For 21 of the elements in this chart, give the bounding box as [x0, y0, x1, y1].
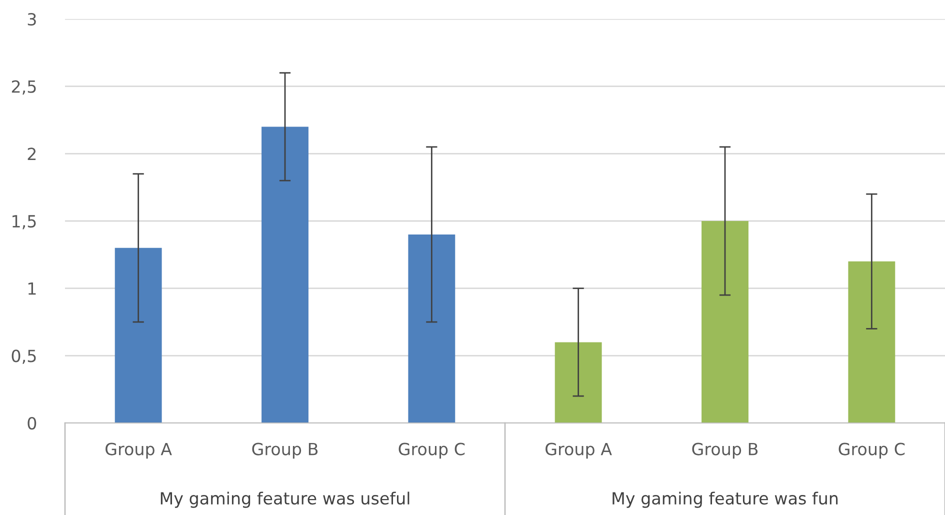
y-tick-label: 2: [28, 148, 36, 160]
bar: [554, 342, 602, 423]
y-tick-label: 0: [28, 416, 36, 430]
bar: [848, 261, 896, 423]
bar: [262, 126, 308, 423]
bar: [114, 248, 162, 423]
y-tick-label: 1,5: [12, 215, 36, 230]
y-tick-label: 2,5: [12, 80, 36, 95]
x-tick-label: Group B: [692, 442, 758, 459]
x-tick-label: Group B: [252, 442, 318, 459]
x-tick-label: Group A: [106, 442, 172, 459]
y-tick-label: 0,5: [12, 350, 36, 364]
x-tick-label: Group C: [398, 442, 465, 459]
x-tick-label: Group C: [838, 442, 905, 459]
x-tick-label: Group A: [546, 442, 612, 459]
bar: [408, 234, 456, 423]
text: My gaming feature was fun: [612, 492, 838, 508]
bar: [702, 221, 748, 423]
y-tick-label: 3: [28, 12, 36, 26]
text: My gaming feature was useful: [160, 492, 410, 508]
y-tick-label: 1: [28, 282, 36, 295]
